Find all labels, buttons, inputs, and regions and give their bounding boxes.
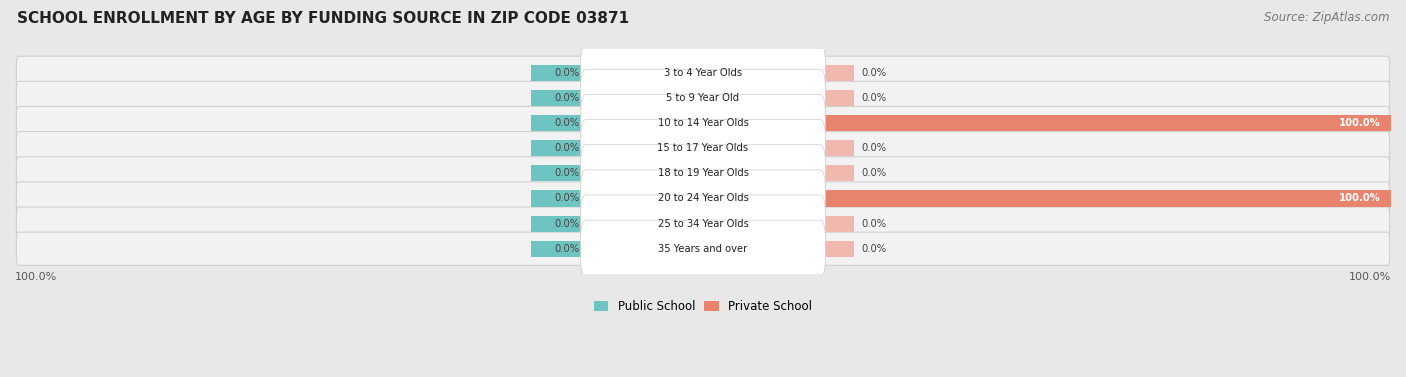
Text: 0.0%: 0.0%: [862, 219, 886, 228]
Text: 18 to 19 Year Olds: 18 to 19 Year Olds: [658, 169, 748, 178]
FancyBboxPatch shape: [581, 69, 825, 127]
FancyBboxPatch shape: [820, 90, 855, 106]
FancyBboxPatch shape: [531, 90, 586, 106]
FancyBboxPatch shape: [531, 65, 586, 81]
FancyBboxPatch shape: [820, 190, 1406, 207]
Text: 100.0%: 100.0%: [1339, 193, 1381, 204]
Text: 0.0%: 0.0%: [554, 219, 579, 228]
Text: 0.0%: 0.0%: [554, 68, 579, 78]
FancyBboxPatch shape: [531, 190, 586, 207]
FancyBboxPatch shape: [581, 195, 825, 252]
Text: 0.0%: 0.0%: [554, 118, 579, 128]
Text: 35 Years and over: 35 Years and over: [658, 244, 748, 254]
Text: 0.0%: 0.0%: [554, 93, 579, 103]
Text: 10 to 14 Year Olds: 10 to 14 Year Olds: [658, 118, 748, 128]
Text: 100.0%: 100.0%: [1339, 118, 1381, 128]
FancyBboxPatch shape: [581, 44, 825, 101]
Text: 3 to 4 Year Olds: 3 to 4 Year Olds: [664, 68, 742, 78]
FancyBboxPatch shape: [531, 115, 586, 131]
FancyBboxPatch shape: [581, 145, 825, 202]
FancyBboxPatch shape: [820, 216, 855, 231]
Text: Source: ZipAtlas.com: Source: ZipAtlas.com: [1264, 11, 1389, 24]
Text: 0.0%: 0.0%: [862, 93, 886, 103]
Text: 5 to 9 Year Old: 5 to 9 Year Old: [666, 93, 740, 103]
FancyBboxPatch shape: [17, 81, 1389, 115]
Text: 0.0%: 0.0%: [862, 169, 886, 178]
Text: 100.0%: 100.0%: [15, 272, 58, 282]
Text: 0.0%: 0.0%: [554, 143, 579, 153]
FancyBboxPatch shape: [820, 115, 1406, 131]
Text: 25 to 34 Year Olds: 25 to 34 Year Olds: [658, 219, 748, 228]
FancyBboxPatch shape: [17, 157, 1389, 190]
FancyBboxPatch shape: [820, 165, 855, 181]
Legend: Public School, Private School: Public School, Private School: [589, 295, 817, 317]
FancyBboxPatch shape: [17, 56, 1389, 89]
Text: 0.0%: 0.0%: [862, 244, 886, 254]
FancyBboxPatch shape: [820, 241, 855, 257]
Text: 15 to 17 Year Olds: 15 to 17 Year Olds: [658, 143, 748, 153]
Text: 0.0%: 0.0%: [554, 169, 579, 178]
FancyBboxPatch shape: [17, 207, 1389, 240]
FancyBboxPatch shape: [17, 182, 1389, 215]
FancyBboxPatch shape: [531, 216, 586, 231]
Text: 100.0%: 100.0%: [1348, 272, 1391, 282]
FancyBboxPatch shape: [531, 241, 586, 257]
Text: SCHOOL ENROLLMENT BY AGE BY FUNDING SOURCE IN ZIP CODE 03871: SCHOOL ENROLLMENT BY AGE BY FUNDING SOUR…: [17, 11, 628, 26]
FancyBboxPatch shape: [820, 140, 855, 156]
FancyBboxPatch shape: [581, 170, 825, 227]
FancyBboxPatch shape: [531, 165, 586, 181]
FancyBboxPatch shape: [581, 94, 825, 152]
Text: 0.0%: 0.0%: [554, 193, 579, 204]
Text: 0.0%: 0.0%: [554, 244, 579, 254]
Text: 0.0%: 0.0%: [862, 68, 886, 78]
FancyBboxPatch shape: [820, 65, 855, 81]
FancyBboxPatch shape: [531, 140, 586, 156]
FancyBboxPatch shape: [17, 132, 1389, 165]
FancyBboxPatch shape: [581, 120, 825, 177]
FancyBboxPatch shape: [581, 220, 825, 277]
FancyBboxPatch shape: [17, 106, 1389, 139]
FancyBboxPatch shape: [17, 232, 1389, 265]
Text: 20 to 24 Year Olds: 20 to 24 Year Olds: [658, 193, 748, 204]
Text: 0.0%: 0.0%: [862, 143, 886, 153]
